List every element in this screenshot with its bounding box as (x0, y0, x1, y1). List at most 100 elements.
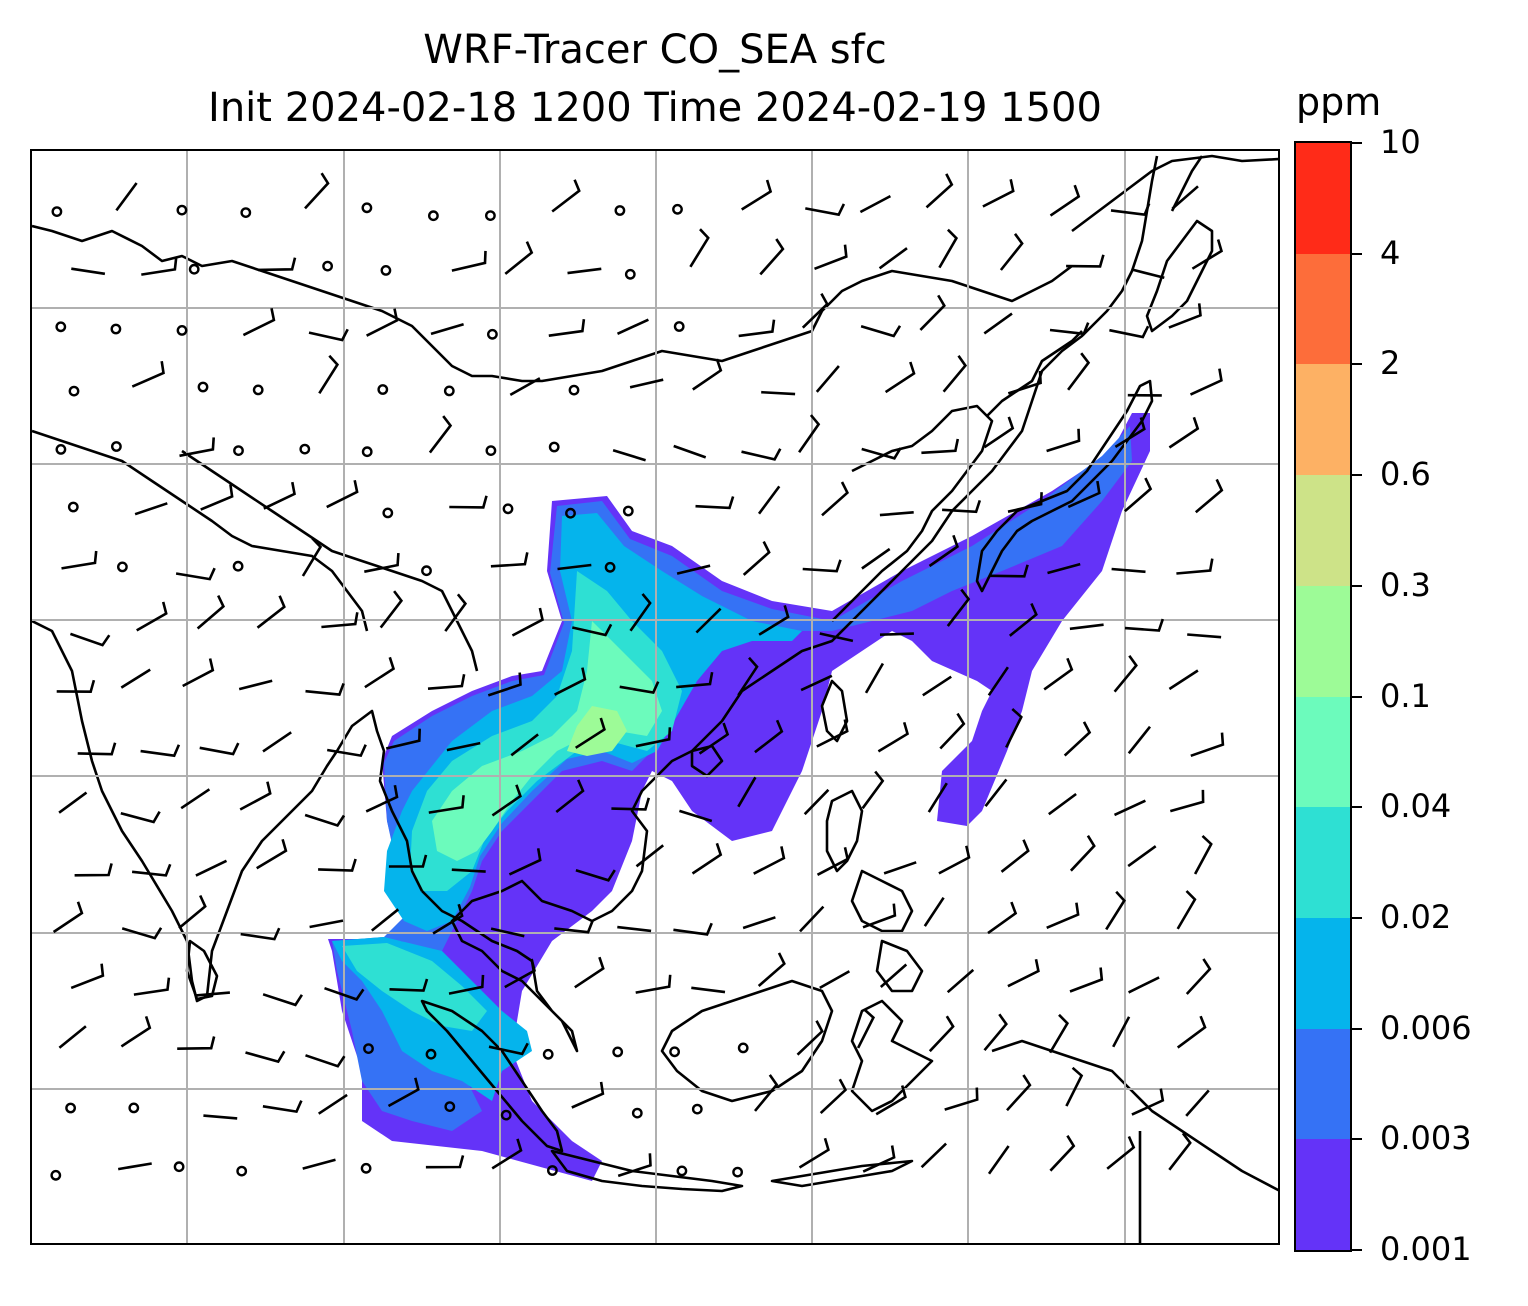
wind-barb (798, 1137, 830, 1169)
wind-barb (1008, 602, 1038, 637)
wind-barb (695, 607, 722, 634)
wind-barb (140, 744, 181, 758)
wind-barb (922, 675, 952, 697)
wind-barb (389, 978, 429, 992)
wind-barb (1169, 789, 1205, 813)
calm-wind-circle (624, 268, 636, 280)
wind-barb (859, 194, 892, 214)
wind-barb (761, 390, 796, 396)
wind-barb (802, 559, 842, 573)
wind-barb (488, 1042, 529, 1056)
wind-barb (511, 607, 544, 637)
wind-barb (451, 868, 486, 873)
wind-barb (304, 813, 346, 828)
wind-barb (742, 916, 776, 930)
wind-barb (448, 974, 485, 995)
wind-barb (262, 731, 292, 753)
calm-wind-circle (110, 323, 122, 335)
wind-barb (938, 228, 959, 269)
wind-barb (805, 203, 846, 217)
wind-barb (304, 172, 330, 210)
calm-wind-circle (361, 446, 373, 458)
wind-barb (388, 854, 428, 868)
wind-barb (200, 484, 234, 511)
wind-barb (326, 479, 359, 509)
wind-barb (195, 991, 231, 997)
wind-barb (238, 679, 273, 691)
wind-barb (1005, 708, 1023, 748)
calm-wind-circle (363, 1043, 374, 1054)
wind-barb (698, 722, 730, 755)
wind-barb (629, 593, 652, 632)
wind-barb (884, 361, 916, 394)
wind-barb (131, 863, 172, 877)
wind-barb (691, 986, 726, 994)
map-canvas (32, 151, 1278, 1243)
wind-barb (58, 1025, 87, 1049)
wind-barb (1176, 890, 1197, 930)
colorbar-tick-label: 2 (1380, 344, 1401, 383)
calm-wind-circle (737, 1042, 749, 1054)
wind-barb (302, 1158, 336, 1170)
colorbar-tick-label: 0.3 (1380, 565, 1431, 604)
coast-india (32, 619, 339, 1003)
wind-barbs (50, 172, 1225, 1181)
wind-barb (673, 922, 713, 936)
colorbar-tick (1352, 474, 1362, 477)
colorbar-band (1296, 585, 1350, 697)
wind-barb (927, 782, 948, 813)
wind-barb (180, 788, 211, 810)
wind-barb (71, 267, 106, 276)
wind-barb (1007, 370, 1042, 395)
coast-java (550, 1149, 744, 1193)
colorbar-tick-label: 0.6 (1380, 455, 1431, 494)
chart-title-line2: Init 2024-02-18 1200 Time 2024-02-19 150… (208, 85, 1102, 131)
wind-barb (428, 795, 465, 814)
wind-barb (1124, 477, 1153, 513)
calm-wind-circle (197, 381, 209, 393)
wind-barb (1131, 268, 1165, 280)
colorbar-tick (1352, 1249, 1362, 1251)
wind-barb (737, 656, 759, 696)
wind-barb (430, 323, 464, 336)
wind-barb (878, 247, 908, 270)
calm-wind-circle (173, 1161, 185, 1173)
coast-borneo (660, 979, 834, 1103)
wind-barb (800, 674, 833, 692)
calm-wind-circle (377, 384, 389, 395)
wind-barb (262, 993, 303, 1007)
wind-barb (256, 838, 288, 870)
wind-barb (673, 444, 707, 459)
wind-barb (875, 1085, 907, 1116)
wind-barb (56, 679, 96, 694)
calm-wind-circle (382, 507, 394, 519)
wind-barb (616, 318, 649, 335)
calm-wind-circle (232, 560, 244, 572)
wind-barb (131, 361, 165, 388)
colorbar-tick (1352, 142, 1362, 144)
calm-wind-circle (502, 503, 514, 515)
wind-barb (1111, 567, 1146, 574)
calm-wind-circle (55, 321, 67, 333)
wind-barb (195, 859, 228, 877)
wind-barb (939, 712, 966, 750)
colorbar-tick (1352, 584, 1362, 587)
wind-barb (928, 534, 959, 568)
wind-barb (115, 182, 138, 212)
colorbar-band (1296, 917, 1350, 1029)
wind-barb (1007, 959, 1040, 988)
wind-barb (984, 778, 1008, 807)
wind-barb (490, 927, 525, 938)
wind-barb (451, 250, 487, 272)
wind-barb (1168, 1132, 1192, 1171)
wind-barb (689, 228, 710, 268)
wind-barb (741, 448, 782, 461)
colorbar-tick (1352, 1027, 1362, 1030)
coast-kamchatka-far (1071, 154, 1278, 233)
wind-barb (1193, 834, 1213, 875)
wind-barb (1046, 428, 1081, 453)
wind-barb (1048, 1013, 1070, 1054)
wind-barb (1124, 618, 1165, 632)
wind-barb (796, 1020, 824, 1056)
wind-barb (305, 682, 345, 696)
